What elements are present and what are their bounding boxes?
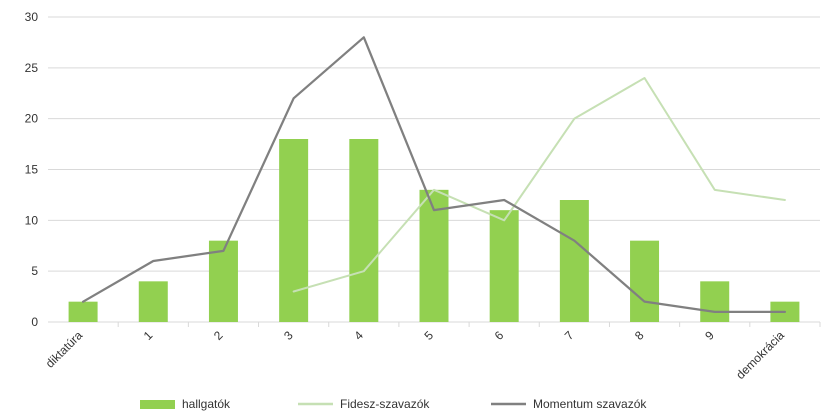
legend-label: Momentum szavazók (533, 397, 647, 411)
x-tick-label: 4 (351, 328, 366, 343)
bar-hallgatók-3 (279, 139, 308, 322)
bar-hallgatók-7 (560, 200, 589, 322)
x-tick-label: 5 (421, 328, 436, 343)
x-tick-label: 2 (211, 328, 226, 343)
x-tick-label: 6 (492, 328, 507, 343)
x-tick-label: demokrácia (733, 328, 787, 382)
y-tick-label: 25 (25, 61, 39, 75)
axis-layer: 0 5 10 15 20 25 30 diktatúra 1 2 3 4 5 6 7 8 9 demokrácia (25, 10, 788, 382)
legend-label: hallgatók (182, 397, 231, 411)
x-tick-label: 3 (281, 328, 296, 343)
bar-hallgatók-6 (490, 210, 519, 322)
legend-layer: hallgatók Fidesz-szavazók Momentum szavazó… (140, 397, 647, 411)
legend-swatch-bar (140, 400, 175, 409)
x-tick-label: diktatúra (43, 328, 86, 371)
bar-layer (69, 139, 800, 322)
legend-label: Fidesz-szavazók (340, 397, 430, 411)
x-tick-label: 1 (141, 328, 156, 343)
bar-hallgatók-4 (349, 139, 378, 322)
bar-hallgatók-diktatúra (69, 302, 98, 322)
x-tick-label: 7 (562, 328, 577, 343)
y-tick-label: 5 (31, 264, 38, 278)
y-tick-label: 15 (25, 163, 39, 177)
x-tick-label: 8 (632, 328, 647, 343)
bar-hallgatók-8 (630, 241, 659, 322)
y-tick-label: 10 (25, 213, 39, 227)
y-tick-label: 0 (31, 315, 38, 329)
x-tick-label: 9 (702, 328, 717, 343)
y-tick-label: 30 (25, 10, 39, 24)
bar-hallgatók-9 (700, 281, 729, 322)
y-tick-label: 20 (25, 112, 39, 126)
bar-hallgatók-1 (139, 281, 168, 322)
